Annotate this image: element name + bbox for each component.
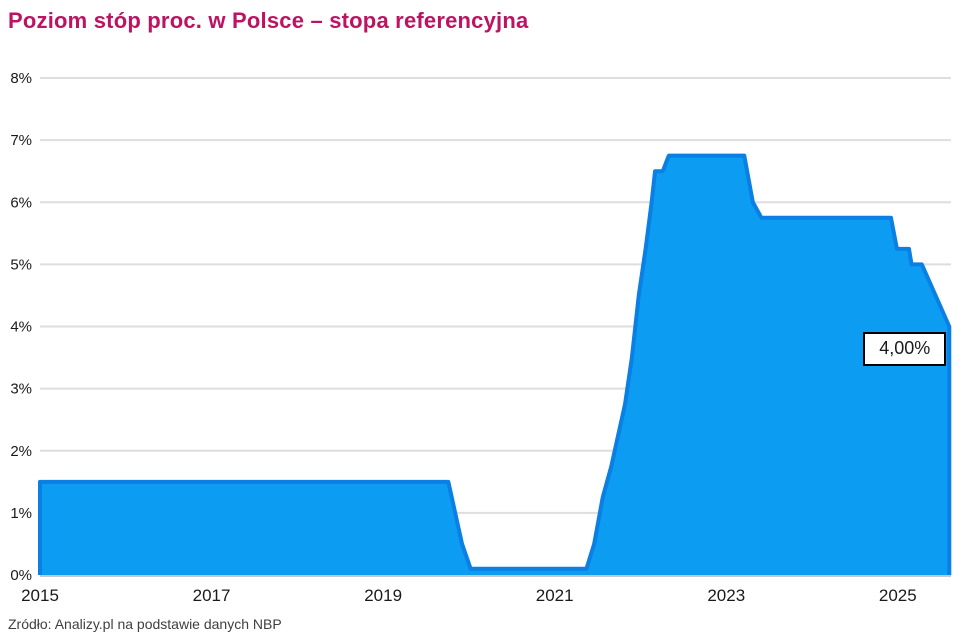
x-tick-label: 2021 <box>536 586 574 605</box>
x-tick-label: 2025 <box>879 586 917 605</box>
y-tick-label: 7% <box>10 132 32 149</box>
y-tick-label: 4% <box>10 319 32 336</box>
y-tick-label: 5% <box>10 256 32 273</box>
x-tick-label: 2015 <box>21 586 59 605</box>
y-tick-label: 1% <box>10 505 32 522</box>
last-value-annotation: 4,00% <box>863 331 947 366</box>
area-fill <box>40 155 950 575</box>
source-caption: Zródło: Analizy.pl na podstawie danych N… <box>8 616 282 632</box>
last-value-label: 4,00% <box>879 338 931 358</box>
y-tick-label: 0% <box>10 567 32 584</box>
y-tick-label: 8% <box>10 70 32 87</box>
x-tick-label: 2019 <box>364 586 402 605</box>
y-tick-label: 2% <box>10 443 32 460</box>
chart-title: Poziom stóp proc. w Polsce – stopa refer… <box>8 8 529 33</box>
x-tick-label: 2023 <box>707 586 745 605</box>
x-tick-label: 2017 <box>193 586 231 605</box>
rate-line <box>38 153 952 575</box>
y-tick-label: 6% <box>10 194 32 211</box>
y-tick-label: 3% <box>10 381 32 398</box>
